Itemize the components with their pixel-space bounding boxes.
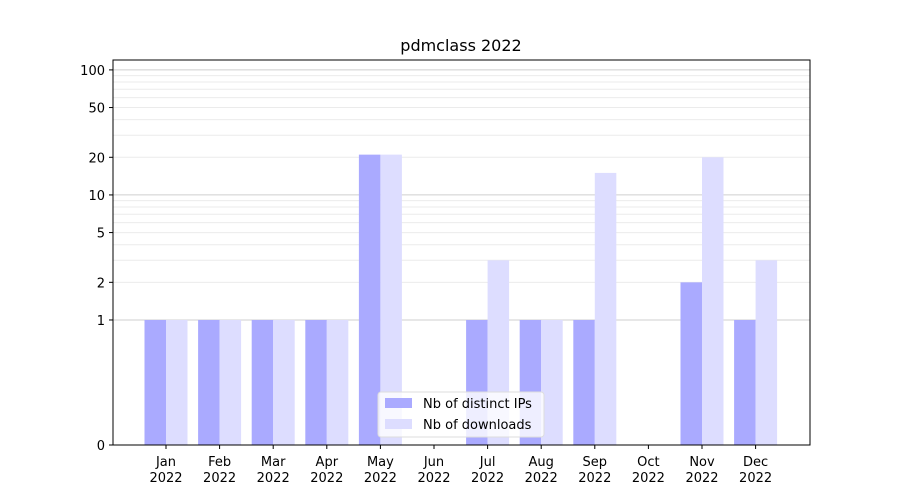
bar (380, 154, 402, 446)
x-tick-label: Apr 2022 (310, 455, 343, 486)
bar (166, 319, 188, 445)
grid (113, 69, 810, 321)
y-tick-label: 1 (97, 314, 105, 329)
legend: Nb of distinct IPs Nb of downloads (377, 391, 545, 438)
y-tick-label: 0 (97, 439, 105, 454)
x-tick-label: Sep 2022 (578, 455, 611, 486)
legend-label: Nb of distinct IPs (423, 397, 532, 412)
x-tick-label: Feb 2022 (203, 455, 236, 486)
bar (594, 172, 617, 445)
x-tick-label: Dec 2022 (739, 455, 772, 486)
bar (326, 319, 349, 445)
bar (541, 319, 563, 445)
bar (734, 319, 756, 445)
bar (273, 319, 295, 445)
legend-box (377, 391, 545, 438)
bar (251, 319, 274, 445)
y-axis: 0 1 2 5 10 20 50 100 (80, 64, 113, 454)
y-tick-label: 100 (80, 64, 105, 79)
y-tick-label: 2 (97, 276, 105, 291)
legend-label: Nb of downloads (423, 418, 532, 433)
bar (219, 319, 242, 445)
y-tick-label: 20 (88, 151, 105, 166)
x-tick-label: Nov 2022 (685, 455, 718, 486)
x-tick-label: Jan 2022 (149, 455, 182, 486)
bar (198, 319, 220, 445)
x-tick-label: Jul 2022 (471, 455, 504, 486)
legend-swatch (385, 419, 412, 429)
x-axis: Jan 2022 Feb 2022 Mar 2022 Apr 2022 May 2022 Jun 20… (149, 445, 772, 486)
x-tick-label: Aug 2022 (525, 455, 558, 486)
bar (573, 319, 595, 445)
bar (144, 319, 166, 445)
bar (358, 154, 381, 446)
y-tick-label: 5 (97, 227, 105, 242)
bar (702, 157, 724, 445)
bar (680, 282, 702, 445)
y-tick-label: 10 (88, 189, 105, 204)
x-tick-label: Mar 2022 (257, 455, 290, 486)
plot-frame (112, 59, 811, 446)
chart-title: pdmclass 2022 (400, 36, 521, 55)
y-tick-label: 50 (88, 102, 105, 117)
legend-swatch (385, 398, 412, 408)
x-tick-label: May 2022 (364, 455, 397, 486)
x-tick-label: Jun 2022 (417, 455, 450, 486)
x-tick-label: Oct 2022 (632, 455, 665, 486)
bar (305, 319, 327, 445)
bar (755, 260, 778, 445)
